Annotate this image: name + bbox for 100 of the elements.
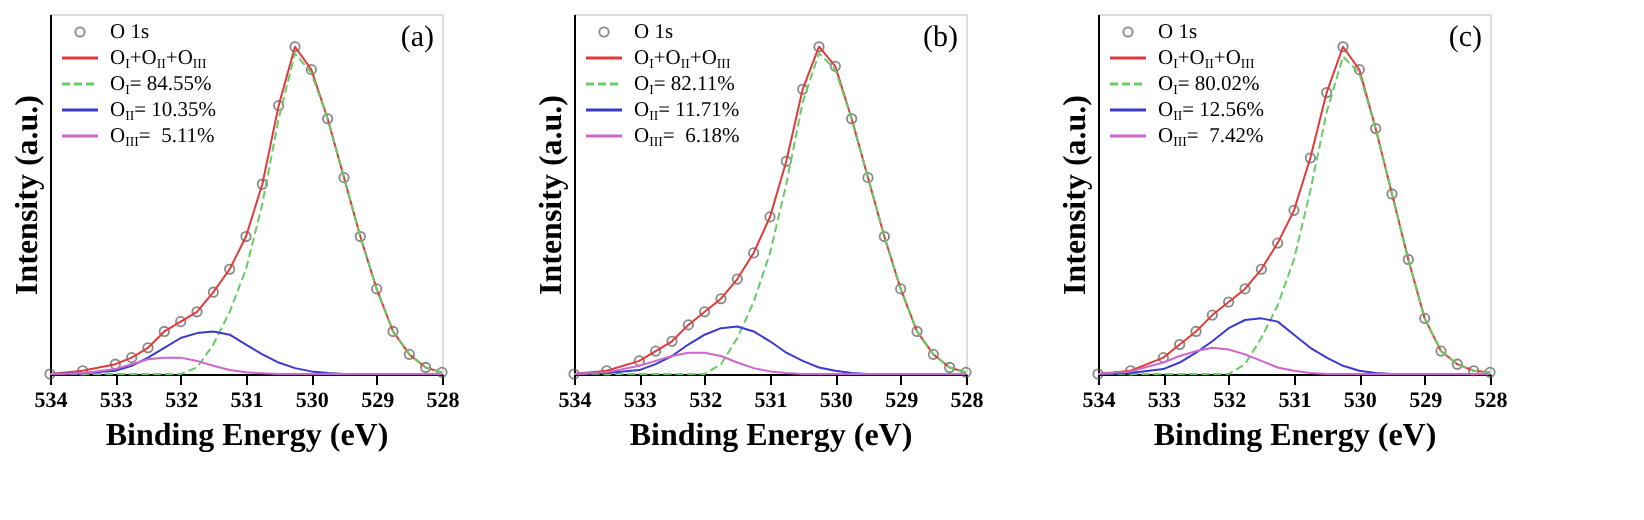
y-axis-title: Intensity (a.u.) <box>11 94 45 296</box>
point <box>1239 283 1251 295</box>
point <box>1402 253 1414 266</box>
point <box>1304 152 1316 164</box>
point <box>1484 366 1496 378</box>
point <box>1125 365 1137 377</box>
x-tick-label: 528 <box>950 389 985 413</box>
x-tick-label: 530 <box>819 389 854 413</box>
x-tick-label: 530 <box>1343 389 1378 413</box>
point <box>109 358 121 370</box>
x-tick-label: 534 <box>34 389 69 413</box>
point <box>322 113 334 125</box>
point <box>601 365 613 377</box>
point <box>797 83 809 95</box>
point <box>158 325 170 338</box>
point <box>878 230 890 243</box>
point <box>927 348 939 360</box>
x-tick-label: 533 <box>623 389 658 413</box>
point <box>1190 325 1202 338</box>
point <box>387 325 399 338</box>
point <box>420 361 432 374</box>
point <box>142 342 154 354</box>
point <box>650 345 662 357</box>
x-tick-label: 530 <box>295 389 330 413</box>
x-tick-label: 531 <box>1278 389 1312 413</box>
x-tick-label: 528 <box>426 389 461 413</box>
point <box>1337 41 1349 53</box>
annotation: (b) <box>923 22 958 54</box>
point <box>1223 296 1235 308</box>
point <box>240 230 252 243</box>
point <box>960 366 972 378</box>
point <box>862 172 874 184</box>
point <box>944 361 956 374</box>
point <box>403 348 415 360</box>
point <box>1386 188 1398 200</box>
legend-label: O 1s <box>634 22 674 44</box>
x-tick-label: 531 <box>230 389 264 413</box>
point <box>568 368 580 380</box>
point <box>371 283 383 295</box>
point <box>1157 352 1169 364</box>
point <box>1255 263 1267 275</box>
point <box>126 352 138 364</box>
point <box>666 335 678 347</box>
y-axis-title: Intensity (a.u.) <box>535 94 569 296</box>
point <box>256 178 268 190</box>
point <box>748 247 760 259</box>
point <box>829 60 841 72</box>
point <box>175 316 187 328</box>
point <box>682 319 694 331</box>
x-tick-label: 532 <box>165 389 200 413</box>
legend-label: O 1s <box>110 22 150 44</box>
point <box>191 306 203 318</box>
point <box>780 155 792 167</box>
point <box>207 286 219 298</box>
point <box>715 293 727 305</box>
legend-label: O 1s <box>1158 22 1198 44</box>
point <box>1419 312 1431 324</box>
x-axis-title: Binding Energy (eV) <box>1153 419 1437 453</box>
x-tick-label: 534 <box>558 389 593 413</box>
x-tick-label: 529 <box>1409 389 1444 413</box>
point <box>338 172 350 184</box>
point <box>633 355 645 367</box>
point <box>1288 204 1300 216</box>
point <box>44 368 56 380</box>
x-tick-label: 534 <box>1082 389 1117 413</box>
point <box>273 100 285 112</box>
point <box>1468 365 1480 377</box>
x-axis-title: Binding Energy (eV) <box>629 419 913 453</box>
point <box>764 211 776 223</box>
point <box>1092 368 1104 380</box>
x-tick-label: 531 <box>754 389 788 413</box>
point <box>813 41 825 53</box>
point <box>436 366 448 378</box>
x-tick-label: 528 <box>1474 389 1509 413</box>
point <box>1451 358 1463 370</box>
x-tick-label: 533 <box>99 389 134 413</box>
point <box>699 306 711 318</box>
point <box>289 41 301 53</box>
x-tick-label: 532 <box>689 389 724 413</box>
x-tick-label: 529 <box>885 389 920 413</box>
annotation: (c) <box>1448 22 1482 54</box>
x-tick-label: 533 <box>1147 389 1182 413</box>
point <box>1206 309 1218 321</box>
point <box>846 113 858 125</box>
x-tick-label: 529 <box>361 389 396 413</box>
point <box>1174 338 1186 351</box>
annotation: (a) <box>400 22 434 54</box>
point <box>1272 237 1284 249</box>
x-tick-label: 532 <box>1213 389 1248 413</box>
point <box>1353 64 1365 76</box>
point <box>1370 122 1382 135</box>
point <box>1321 86 1333 99</box>
point <box>77 365 89 377</box>
point <box>354 230 366 243</box>
point <box>1435 345 1447 357</box>
point <box>305 64 317 76</box>
point <box>224 263 236 275</box>
point <box>911 325 923 338</box>
point <box>731 273 743 285</box>
x-axis-title: Binding Energy (eV) <box>105 419 389 453</box>
